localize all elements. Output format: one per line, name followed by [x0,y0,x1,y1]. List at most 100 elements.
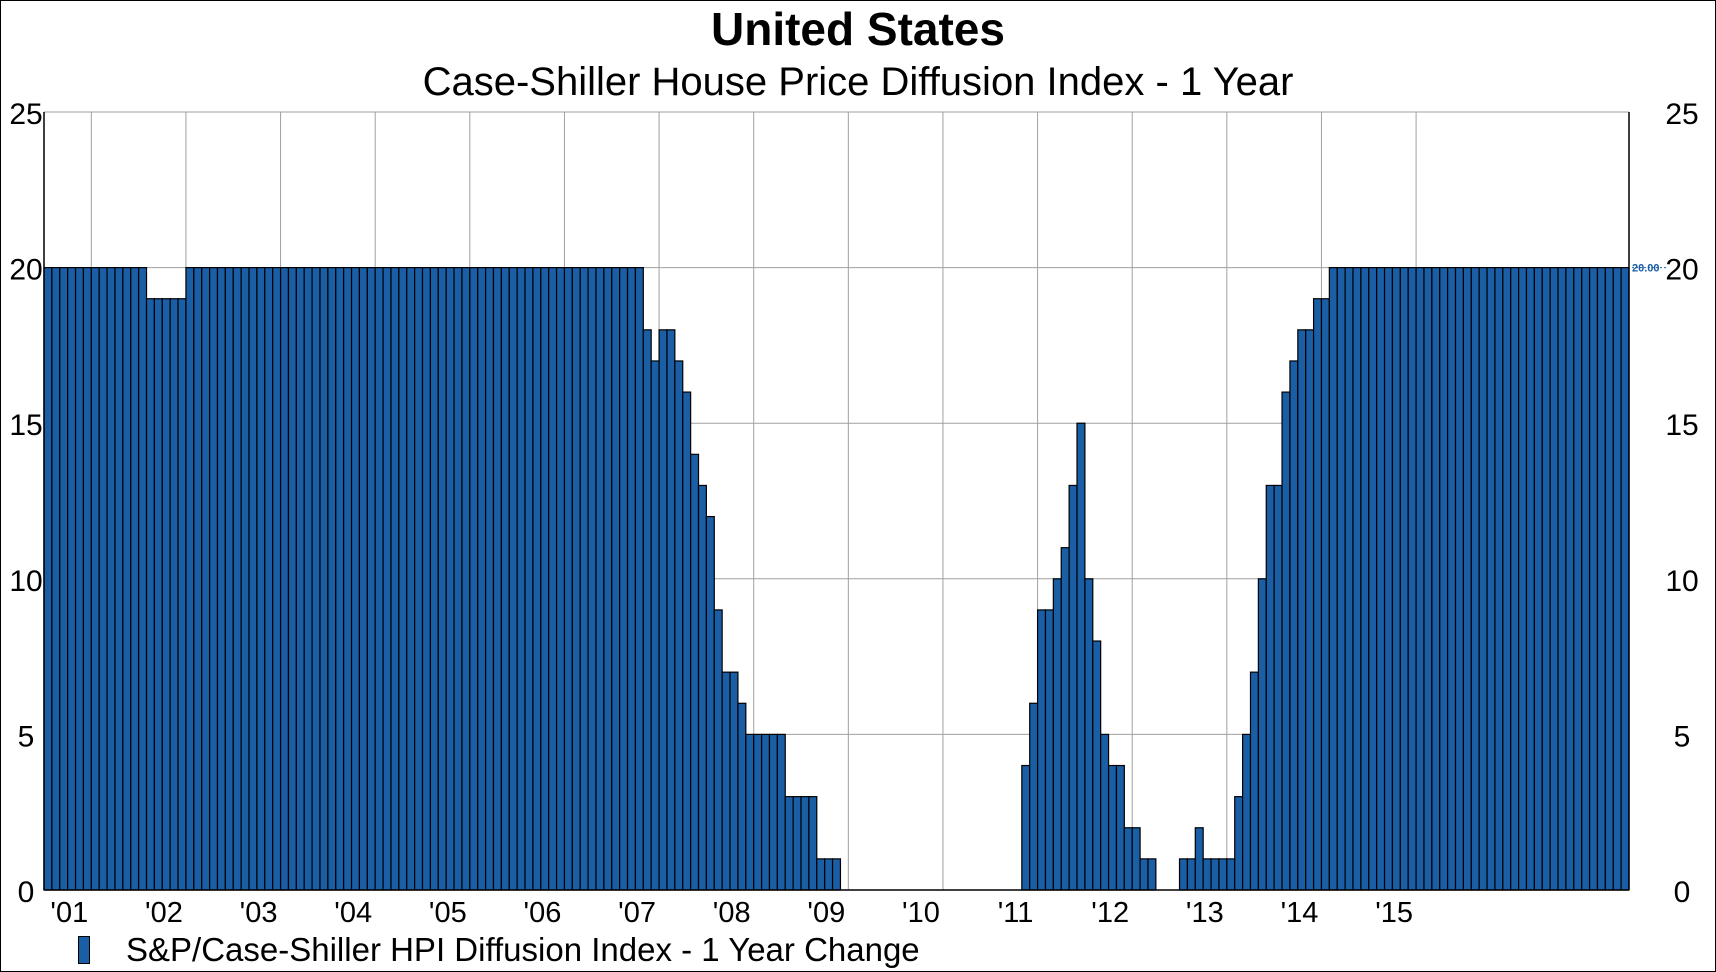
x-tick-label: '10 [902,897,940,929]
bar [658,329,668,891]
bar [540,267,550,891]
bar [382,267,392,891]
x-tick-label: '05 [429,897,467,929]
bar [216,267,226,891]
bar [1344,267,1354,891]
bar [1320,298,1330,891]
bar [1218,858,1228,891]
y-tick-label-left: 20 [9,254,42,287]
bar [350,267,361,891]
bar [1060,547,1070,891]
bar [445,267,455,891]
bar [51,267,61,891]
bar [1620,267,1630,891]
bar [484,267,495,891]
bar [1092,640,1102,891]
bar [1612,267,1622,891]
bar [571,267,581,891]
bar [1517,267,1528,891]
bar [421,267,432,891]
bar [1029,702,1039,891]
bar [1415,267,1425,891]
bar [1360,267,1370,891]
bar [532,267,542,891]
bar [1273,484,1283,891]
bar [327,267,337,891]
bar [1312,298,1323,891]
bar [232,267,242,891]
bar [114,267,124,891]
bar [1462,267,1472,891]
bar [1454,267,1465,891]
bar [1376,267,1386,891]
bar [1115,764,1125,891]
bar [82,267,92,891]
bar [1044,609,1054,891]
y-tick-label-right: 5 [1674,720,1691,753]
legend-swatch [78,936,90,964]
bar [784,796,794,891]
bar [1100,733,1110,891]
bar [1289,360,1299,891]
chart-subtitle: Case-Shiller House Price Diffusion Index… [422,60,1294,104]
bar [824,858,834,891]
bar [697,484,707,891]
bar [414,267,424,891]
bar [90,267,100,891]
bar [153,298,163,891]
bar [1305,329,1315,891]
bar [642,329,652,891]
x-tick-label: '01 [50,897,88,929]
bar [1068,484,1078,891]
bar [343,267,353,891]
bar [358,267,368,891]
bar [1328,267,1338,891]
bar [1084,578,1094,891]
bar [185,267,195,891]
bar [603,267,613,891]
bar-series [43,267,1630,891]
legend-label: S&P/Case-Shiller HPI Diffusion Index - 1… [126,931,920,968]
bar [1257,578,1267,891]
bar [1541,267,1551,891]
bar [808,796,818,891]
bar [555,267,566,891]
bar [729,671,739,891]
bar [161,298,171,891]
bar [800,796,810,891]
bar [240,267,250,891]
bar [1557,267,1567,891]
bar [1052,578,1062,891]
bar [59,267,69,891]
bar [1391,267,1401,891]
bar [303,267,313,891]
bar [1139,858,1149,891]
bar [1525,267,1535,891]
bar [1573,267,1583,891]
bar [1194,827,1204,891]
bar [390,267,400,891]
bar [1588,267,1599,891]
y-tick-label-right: 15 [1665,409,1698,442]
bar [1076,422,1086,891]
legend: S&P/Case-Shiller HPI Diffusion Index - 1… [78,930,920,970]
bar [816,858,826,891]
x-tick-label: '08 [713,897,751,929]
y-tick-label-left: 5 [18,720,35,753]
bar [272,267,282,891]
bar [453,267,463,891]
tick-labels: 0 0 5 5 10 10 15 15 20 20 25 25 '01 '02 '03 '04 '05 '06 '0… [9,98,1698,929]
bar [611,267,621,891]
bar [587,267,597,891]
bar [67,267,77,891]
bar [264,267,274,891]
last-value-label: 20.00 [1632,263,1660,275]
bar [248,267,258,891]
bar [1297,329,1307,891]
y-tick-label-right: 25 [1665,98,1698,131]
bar [1494,267,1504,891]
bar [634,267,644,891]
bar [682,391,692,891]
y-tick-label-left: 0 [18,876,35,909]
